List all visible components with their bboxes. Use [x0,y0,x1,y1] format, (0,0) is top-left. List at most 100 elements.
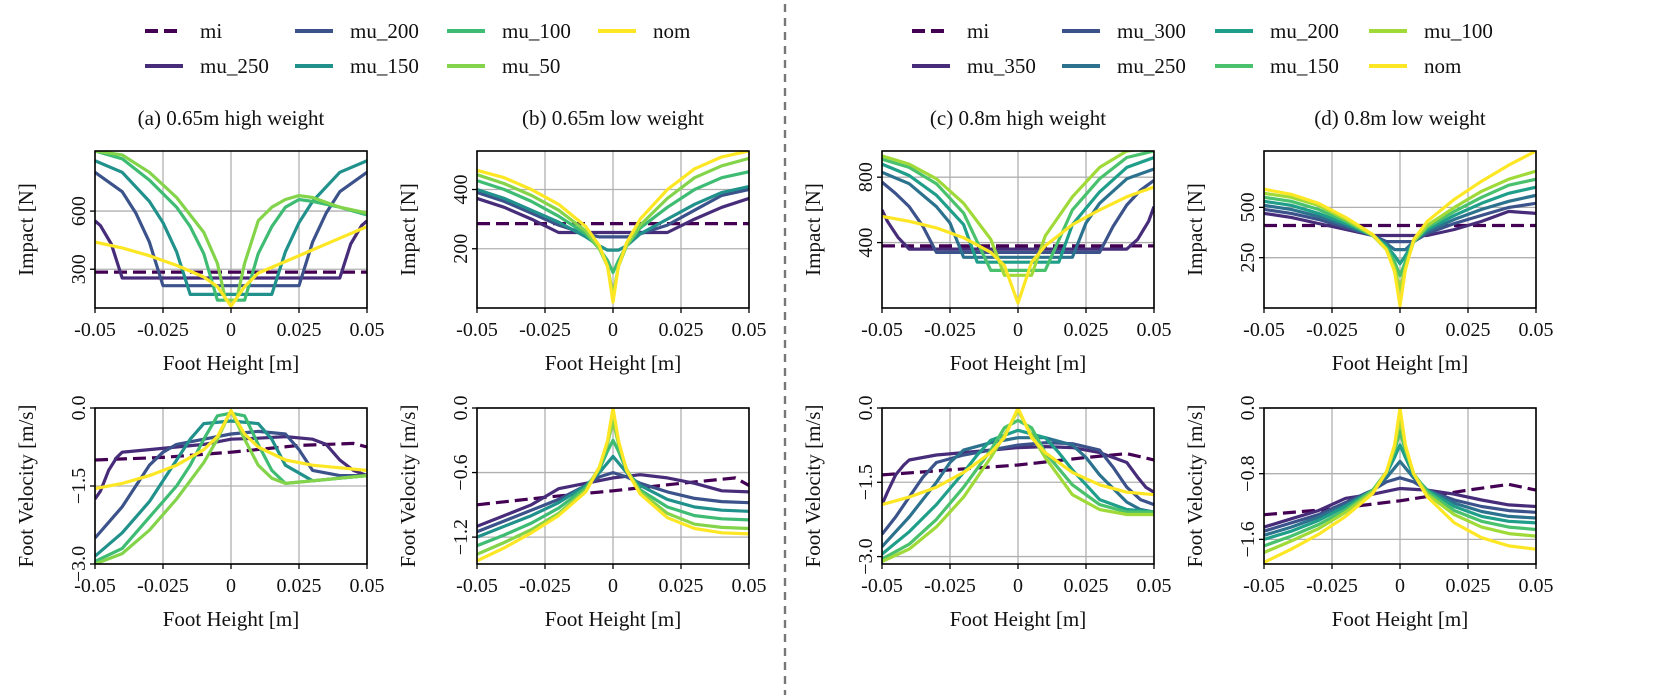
series-line-mu_100 [882,151,1141,277]
series-line-mu_150 [477,454,749,539]
x-tick-label: 0.025 [1446,575,1491,597]
series-line-mu_150 [882,418,1154,561]
panel-4: -0.05 -0.025 0 0.025 0.05 −3.0 −1.5 0.0 Foot Hei… [14,396,385,632]
series-group [477,151,749,304]
y-tick-label: −0.8 [1237,456,1259,492]
y-tick-label: −1.2 [450,519,472,555]
legend-label-mi: mi [967,19,989,43]
series-line-mu_100 [477,438,749,548]
series-line-mu_350 [1264,486,1536,529]
x-tick-label: 0 [608,319,618,341]
legend-label-mu_100: mu_100 [502,19,571,43]
y-tick-label: 0.0 [68,396,90,421]
x-tick-label: -0.025 [1306,575,1358,597]
y-tick-label: 300 [68,254,90,284]
x-tick-label: 0.05 [1519,575,1554,597]
x-tick-label: -0.025 [519,319,571,341]
x-tick-label: 0 [226,319,236,341]
series-line-mu_250 [477,473,749,528]
y-tick-label: 250 [1237,243,1259,273]
x-tick-label: 0 [608,575,618,597]
y-tick-label: −1.6 [1237,521,1259,557]
x-axis-label: Foot Height [m] [950,351,1087,375]
x-tick-label: 0 [226,575,236,597]
series-line-nom [1264,151,1536,308]
y-tick-label: 400 [450,175,472,205]
x-tick-label: -0.05 [74,319,116,341]
x-tick-label: -0.025 [1306,319,1358,341]
x-tick-label: -0.05 [456,575,498,597]
x-axis-label: Foot Height [m] [545,351,682,375]
series-line-mu_150 [1264,177,1536,278]
legend-label-nom: nom [1424,54,1461,78]
panel-6: -0.05 -0.025 0 0.025 0.05 −3.0 −1.5 0.0 Foot Hei… [801,396,1172,632]
legend-label-mu_250: mu_250 [200,54,269,78]
x-tick-label: -0.025 [519,575,571,597]
x-tick-label: -0.025 [924,319,976,341]
x-tick-label: -0.05 [861,319,903,341]
series-group [1264,151,1536,308]
x-tick-label: 0 [1013,319,1023,341]
series-line-mu_150 [882,151,1154,272]
x-tick-label: 0.025 [277,575,322,597]
y-axis-label: Impact [N] [396,183,420,276]
series-line-nom [477,408,749,563]
series-line-mu_150 [1264,429,1536,548]
legend-label-nom: nom [653,19,690,43]
x-tick-label: 0.025 [1064,575,1109,597]
x-tick-label: 0.025 [1446,319,1491,341]
series-group [477,408,749,563]
legend-label-mu_200: mu_200 [1270,19,1339,43]
legend-label-mu_100: mu_100 [1424,19,1493,43]
series-line-mu_350 [1264,209,1536,238]
y-tick-label: −1.5 [855,464,877,500]
x-tick-label: 0.05 [350,575,385,597]
y-tick-label: 200 [450,234,472,264]
legend-label-mi: mi [200,19,222,43]
y-axis-label: Impact [N] [1183,183,1207,276]
y-tick-label: 600 [68,196,90,226]
x-tick-label: 0.05 [1137,319,1172,341]
y-tick-label: −0.6 [450,454,472,490]
panel-3: -0.05 -0.025 0 0.025 0.05 250 500 Foot Height [… [1183,106,1554,375]
series-line-mu_300 [882,441,1154,536]
series-line-nom [95,409,367,491]
y-axis-label: Impact [N] [14,183,38,276]
legend-label-mu_350: mu_350 [967,54,1036,78]
legend-label-mu_150: mu_150 [350,54,419,78]
panel-5: -0.05 -0.025 0 0.025 0.05 −1.2 −0.6 0.0 Foot Hei… [396,396,767,632]
panel-title: (d) 0.8m low weight [1314,106,1486,130]
x-axis-label: Foot Height [m] [545,607,682,631]
series-line-mi [882,452,1154,477]
x-tick-label: 0 [1013,575,1023,597]
x-axis-label: Foot Height [m] [163,607,300,631]
series-line-mi [477,476,749,507]
x-tick-label: 0.05 [732,575,767,597]
series-line-mu_100 [95,151,367,302]
series-group [95,409,367,564]
series-group [95,151,367,308]
x-tick-label: 0.025 [659,575,704,597]
y-axis-label: Foot Velocity [m/s] [14,405,38,568]
series-line-mu_250 [1264,459,1536,537]
series-line-nom [477,151,749,304]
series-line-mu_250 [882,436,1154,548]
x-tick-label: 0 [1395,319,1405,341]
x-tick-label: -0.05 [74,575,116,597]
panel-1: -0.05 -0.025 0 0.025 0.05 200 400 Foot Height [… [396,106,767,375]
x-tick-label: -0.025 [137,319,189,341]
panel-title: (c) 0.8m high weight [930,106,1106,130]
x-axis-label: Foot Height [m] [950,607,1087,631]
series-line-mu_200 [882,428,1154,556]
y-tick-label: −1.5 [68,468,90,504]
y-tick-label: −3.0 [855,538,877,574]
series-line-mu_250 [1264,193,1536,252]
legend-left: mi mu_200 mu_100 nom mu_250 mu_150 mu_50 [145,19,690,78]
y-tick-label: 0.0 [1237,396,1259,421]
series-line-mu_300 [1264,201,1536,244]
x-axis-label: Foot Height [m] [163,351,300,375]
y-tick-label: 0.0 [855,396,877,421]
legend-label-mu_300: mu_300 [1117,19,1186,43]
x-axis-label: Foot Height [m] [1332,351,1469,375]
